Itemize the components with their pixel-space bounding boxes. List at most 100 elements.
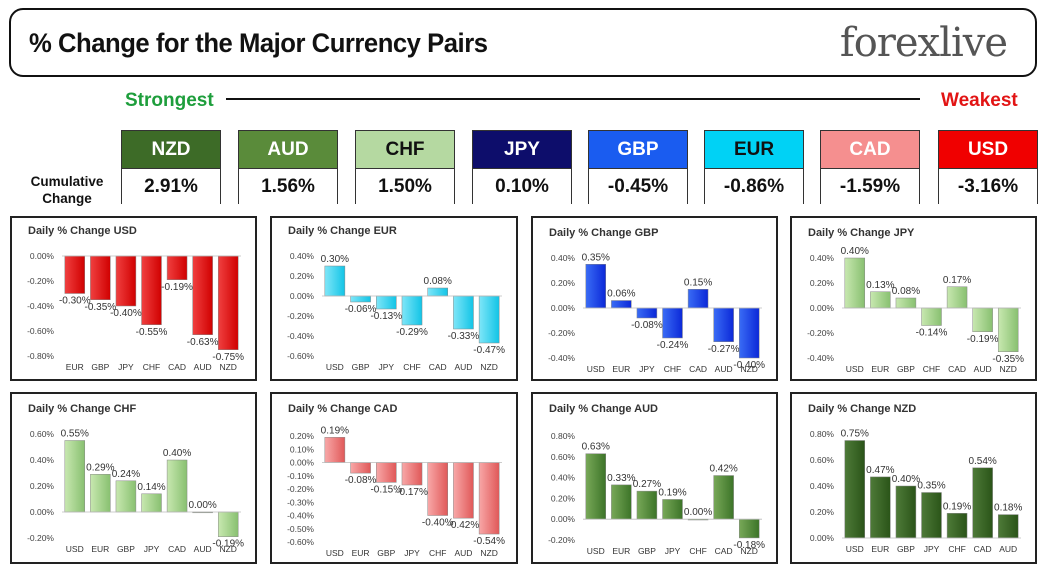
data-label: -0.19%: [212, 539, 244, 550]
bar-nzd: [217, 511, 239, 537]
chart-svg: Daily % Change AUD 0.80% 0.60% 0.40% 0.20% 0.…: [548, 403, 765, 556]
x-tick-label: AUD: [999, 544, 1017, 554]
y-tick-label: 0.20%: [551, 278, 576, 288]
x-tick-label: CHF: [403, 362, 420, 372]
data-label: 0.19%: [321, 425, 349, 436]
y-tick-label: 0.40%: [30, 455, 55, 465]
bar-eur: [611, 484, 632, 520]
bar-gbp: [350, 295, 371, 303]
bar-aud: [713, 307, 734, 342]
x-tick-label: CAD: [948, 364, 966, 374]
data-label: -0.15%: [370, 484, 402, 495]
data-label: -0.63%: [187, 337, 219, 348]
bar-jpy: [376, 295, 397, 310]
x-tick-label: CHF: [143, 362, 160, 372]
y-tick-label: 0.20%: [290, 431, 315, 441]
x-tick-label: JPY: [378, 362, 394, 372]
x-tick-label: EUR: [91, 544, 109, 554]
x-tick-label: USD: [66, 544, 84, 554]
y-tick-label: 0.60%: [551, 452, 576, 462]
data-label: 0.47%: [866, 465, 894, 476]
data-label: -0.14%: [916, 328, 948, 339]
currency-card-jpy: JPY 0.10%: [472, 130, 572, 204]
bar-cad: [713, 475, 734, 520]
x-tick-label: AUD: [715, 364, 733, 374]
bar-cad: [166, 255, 188, 280]
y-tick-label: 0.40%: [551, 253, 576, 263]
y-tick-label: 0.10%: [290, 444, 315, 454]
data-label: -0.19%: [967, 334, 999, 345]
y-tick-label: 0.00%: [810, 303, 835, 313]
currency-code: JPY: [473, 131, 571, 169]
bar-nzd: [738, 518, 760, 539]
data-label: 0.18%: [994, 503, 1022, 514]
x-tick-label: CHF: [948, 544, 965, 554]
x-tick-label: USD: [846, 364, 864, 374]
y-tick-label: -0.20%: [27, 276, 54, 286]
chart-gbp: Daily % Change GBP 0.40% 0.20% 0.00% -0.20% -…: [531, 216, 778, 381]
x-tick-label: GBP: [897, 364, 915, 374]
bar-aud: [453, 462, 474, 519]
data-label: -0.08%: [631, 320, 663, 331]
x-tick-label: NZD: [999, 364, 1016, 374]
bar-jpy: [636, 307, 658, 319]
chart-title: Daily % Change USD: [28, 225, 137, 237]
currency-cumulative-value: 0.10%: [473, 169, 571, 204]
y-tick-label: -0.40%: [287, 511, 314, 521]
x-tick-label: CAD: [168, 362, 186, 372]
x-tick-label: GBP: [638, 546, 656, 556]
data-label: 0.14%: [137, 482, 165, 493]
data-label: -0.18%: [733, 540, 765, 551]
x-tick-label: EUR: [871, 544, 889, 554]
bar-jpy: [921, 492, 942, 539]
data-label: -0.24%: [657, 340, 689, 351]
data-label: -0.29%: [396, 327, 428, 338]
x-tick-label: JPY: [144, 544, 160, 554]
y-tick-label: -0.40%: [287, 331, 314, 341]
x-tick-label: CHF: [429, 548, 446, 558]
data-label: 0.54%: [968, 456, 996, 467]
x-tick-label: NZD: [219, 362, 236, 372]
currency-code: CHF: [356, 131, 454, 169]
x-tick-label: NZD: [480, 362, 497, 372]
currency-card-usd: USD -3.16%: [938, 130, 1038, 204]
data-label: 0.19%: [943, 501, 971, 512]
bar-aud: [997, 514, 1019, 539]
data-label: 0.40%: [892, 474, 920, 485]
x-tick-label: EUR: [352, 548, 370, 558]
bar-cad: [687, 289, 709, 309]
bar-cad: [427, 287, 448, 297]
currency-cumulative-value: -1.59%: [821, 169, 919, 204]
y-tick-label: -0.20%: [287, 311, 314, 321]
x-tick-label: JPY: [665, 546, 681, 556]
y-tick-label: -0.60%: [287, 537, 314, 547]
chart-nzd: Daily % Change NZD 0.80% 0.60% 0.40% 0.20% 0.…: [790, 392, 1037, 564]
bar-gbp: [636, 490, 658, 520]
chart-svg: Daily % Change EUR 0.40% 0.20% 0.00% -0.20% -…: [287, 225, 505, 372]
currency-cumulative-value: 1.50%: [356, 169, 454, 204]
data-label: 0.33%: [607, 473, 635, 484]
y-tick-label: 0.00%: [551, 514, 576, 524]
data-label: -0.75%: [212, 352, 244, 363]
x-tick-label: AUD: [454, 362, 472, 372]
y-tick-label: -0.50%: [287, 524, 314, 534]
bar-eur: [611, 300, 632, 309]
bar-usd: [324, 265, 346, 297]
chart-svg: Daily % Change GBP 0.40% 0.20% 0.00% -0.20% -…: [548, 227, 765, 374]
y-tick-label: 0.20%: [30, 481, 55, 491]
data-label: 0.35%: [917, 481, 945, 492]
bar-eur: [870, 291, 891, 309]
bar-cad: [166, 459, 188, 513]
y-tick-label: 0.00%: [290, 291, 315, 301]
bar-cad: [946, 286, 968, 309]
data-label: -0.40%: [733, 360, 765, 371]
bar-eur: [350, 462, 371, 474]
x-tick-label: AUD: [194, 544, 212, 554]
bar-nzd: [478, 462, 500, 535]
y-tick-label: 0.00%: [810, 533, 835, 543]
y-tick-label: -0.80%: [27, 351, 54, 361]
bar-usd: [64, 440, 86, 513]
data-label: 0.30%: [321, 254, 349, 265]
currency-code: CAD: [821, 131, 919, 169]
currency-card-chf: CHF 1.50%: [355, 130, 455, 204]
